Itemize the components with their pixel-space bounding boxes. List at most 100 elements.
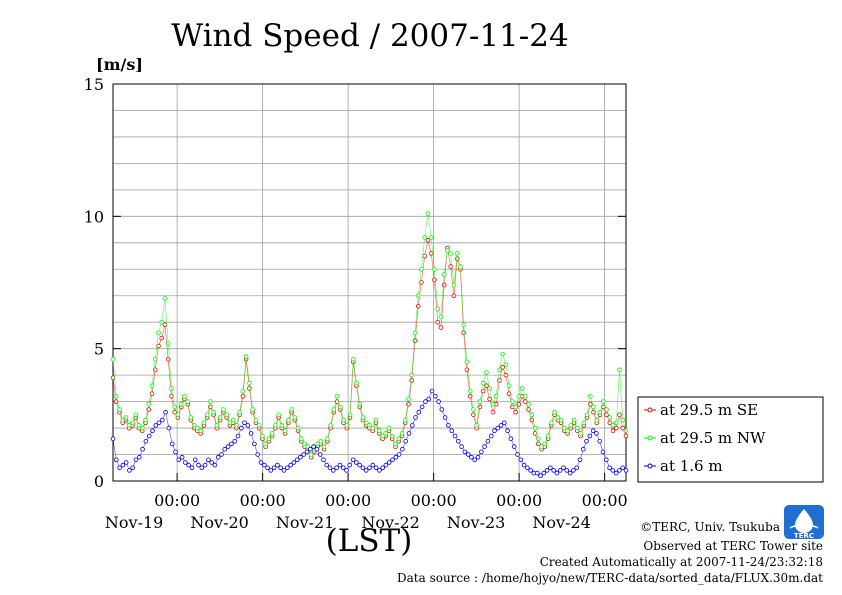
data-point: [133, 457, 139, 463]
data-point: [484, 370, 489, 375]
data-point: [396, 436, 402, 442]
water-drop-icon: [795, 509, 813, 533]
data-point: [328, 423, 333, 428]
data-point: [561, 425, 567, 431]
data-point: [347, 412, 353, 418]
x-axis-ticks: 00:00 Nov-19 00:00 Nov-20 00:00 Nov-21 00:00 No…: [105, 473, 628, 532]
data-point: [505, 428, 510, 434]
data-point: [604, 407, 609, 412]
data-point: [341, 417, 346, 423]
data-point: [377, 468, 382, 473]
data-point: [532, 425, 538, 431]
data-point: [568, 423, 574, 428]
data-point: [578, 431, 583, 436]
data-point: [331, 407, 337, 412]
data-point: [204, 412, 210, 418]
data-point: [173, 449, 178, 455]
data-point: [318, 438, 324, 444]
data-point: [123, 415, 129, 420]
data-point: [567, 470, 573, 476]
data-point: [600, 449, 606, 455]
data-point: [386, 460, 392, 465]
data-point: [389, 433, 395, 439]
data-point: [448, 251, 454, 256]
data-point: [127, 468, 132, 473]
data-point: [156, 420, 162, 426]
data-point: [123, 460, 129, 465]
data-point: [302, 441, 307, 447]
data-point: [399, 431, 405, 436]
data-point: [247, 386, 252, 391]
data-point: [240, 388, 246, 394]
data-point: [432, 393, 438, 399]
data-point: [478, 449, 484, 455]
data-point: [183, 460, 188, 465]
data-point: [518, 457, 524, 463]
data-point: [539, 444, 544, 449]
series-1: [110, 211, 629, 457]
data-point: [534, 470, 540, 476]
data-point: [501, 420, 507, 426]
x-tick-time-label: 00:00: [411, 491, 457, 510]
data-point: [195, 425, 200, 431]
x-tick-date-label: Nov-24: [532, 513, 590, 532]
data-point: [439, 407, 445, 412]
data-point: [225, 444, 231, 449]
data-point: [492, 428, 497, 434]
data-point: [406, 396, 411, 402]
data-point: [265, 465, 270, 471]
data-point: [617, 367, 622, 373]
data-point: [248, 431, 254, 436]
data-point: [317, 452, 323, 457]
data-point: [493, 393, 499, 399]
data-point: [538, 473, 543, 479]
data-point: [442, 415, 448, 420]
data-point: [172, 404, 178, 410]
data-point: [500, 364, 505, 370]
data-point: [258, 460, 264, 465]
data-point: [169, 441, 175, 447]
data-point: [212, 462, 218, 468]
data-point: [617, 468, 622, 473]
data-point: [206, 457, 211, 463]
data-point: [301, 452, 307, 457]
data-point: [215, 454, 221, 460]
data-point: [163, 409, 168, 415]
data-point: [354, 380, 359, 386]
data-point: [350, 457, 356, 463]
data-point: [545, 433, 551, 439]
data-point: [613, 425, 619, 431]
data-point: [156, 330, 161, 336]
data-point: [475, 454, 481, 460]
data-point: [432, 277, 437, 283]
data-point: [337, 462, 343, 468]
data-point: [347, 462, 353, 468]
data-point: [367, 465, 372, 471]
data-point: [488, 433, 494, 439]
data-point: [396, 452, 402, 457]
data-point: [295, 425, 301, 431]
data-point: [555, 415, 561, 420]
data-point: [330, 468, 336, 473]
data-point: [400, 446, 405, 452]
data-point: [587, 393, 593, 399]
y-tick-label: 0: [94, 472, 104, 491]
data-point: [307, 446, 313, 452]
data-point: [266, 436, 272, 442]
data-point: [149, 383, 155, 389]
data-point: [552, 409, 557, 415]
data-point: [620, 417, 626, 423]
data-point: [623, 433, 629, 439]
data-point: [149, 391, 155, 397]
data-point: [353, 460, 359, 465]
data-point: [363, 420, 369, 426]
terc-logo: TERC: [784, 505, 824, 540]
legend-marker: [647, 463, 653, 469]
data-point: [383, 431, 389, 436]
data-point: [557, 468, 563, 473]
data-point: [165, 341, 171, 346]
data-point: [304, 449, 310, 455]
data-point: [370, 425, 376, 431]
data-point: [462, 449, 468, 455]
data-point: [542, 441, 548, 447]
